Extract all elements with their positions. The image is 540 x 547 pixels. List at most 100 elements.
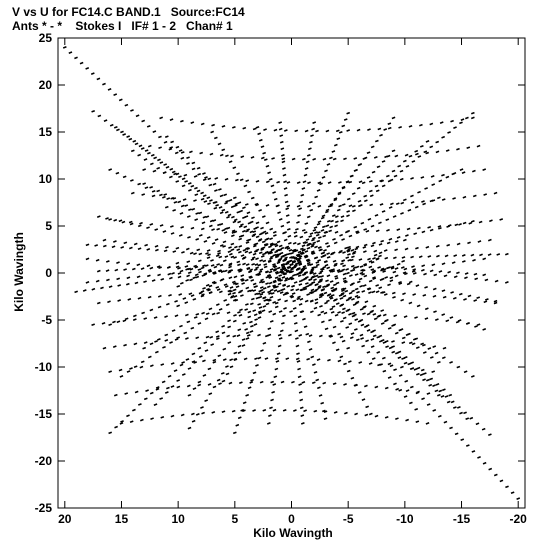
uv-point xyxy=(90,72,95,75)
uv-point xyxy=(249,320,253,324)
x-tick-label: -15 xyxy=(453,512,471,526)
uv-point xyxy=(270,184,275,188)
uv-point xyxy=(136,275,141,279)
uv-point xyxy=(394,154,399,158)
uv-point xyxy=(212,271,217,274)
uv-point xyxy=(374,213,379,217)
uv-point xyxy=(274,367,279,371)
uv-point xyxy=(303,254,308,258)
uv-point xyxy=(392,256,397,260)
uv-point xyxy=(265,270,270,274)
uv-point xyxy=(294,129,299,133)
uv-point xyxy=(363,274,368,278)
uv-point xyxy=(265,204,270,207)
uv-point xyxy=(239,268,243,272)
uv-point xyxy=(293,321,298,325)
uv-point xyxy=(283,231,287,234)
uv-point xyxy=(198,234,203,237)
uv-point xyxy=(123,241,128,245)
uv-point xyxy=(311,275,316,278)
uv-point xyxy=(169,118,174,121)
uv-point xyxy=(234,202,239,206)
uv-point xyxy=(311,238,315,242)
uv-point xyxy=(233,245,238,249)
uv-point xyxy=(296,267,301,270)
uv-point xyxy=(195,336,200,340)
uv-point xyxy=(113,125,118,129)
uv-point xyxy=(85,67,90,70)
uv-point xyxy=(309,310,314,314)
uv-point xyxy=(249,276,253,279)
uv-point xyxy=(300,278,305,282)
uv-point xyxy=(326,255,331,259)
uv-point xyxy=(231,229,236,233)
uv-point xyxy=(272,263,276,266)
uv-point xyxy=(230,242,235,246)
uv-point xyxy=(178,293,183,296)
uv-point xyxy=(261,309,266,313)
y-tick-label: -10 xyxy=(35,360,53,374)
uv-point xyxy=(352,209,356,213)
y-tick-label: 25 xyxy=(39,31,53,45)
uv-point xyxy=(320,268,325,271)
uv-point xyxy=(307,340,311,344)
uv-point xyxy=(370,345,375,348)
uv-point xyxy=(351,311,356,315)
uv-point xyxy=(435,244,440,248)
uv-point xyxy=(180,119,184,123)
uv-point xyxy=(277,333,282,337)
uv-point xyxy=(369,203,374,207)
uv-point xyxy=(124,317,129,321)
uv-point xyxy=(176,336,181,340)
uv-point xyxy=(269,255,274,259)
uv-point xyxy=(239,178,244,182)
uv-point xyxy=(264,232,269,235)
uv-point xyxy=(151,194,156,198)
uv-point xyxy=(261,215,266,218)
uv-point xyxy=(287,241,292,245)
uv-point xyxy=(227,319,231,323)
uv-point xyxy=(213,201,218,204)
uv-point xyxy=(381,184,386,188)
uv-point xyxy=(226,311,231,315)
uv-point xyxy=(305,285,310,288)
uv-point xyxy=(237,220,241,224)
uv-point xyxy=(293,256,298,260)
uv-point xyxy=(82,289,87,292)
uv-point xyxy=(312,363,316,366)
uv-point xyxy=(446,400,451,404)
uv-point xyxy=(314,245,318,249)
uv-point xyxy=(232,288,237,292)
uv-point xyxy=(454,223,459,227)
uv-point xyxy=(435,140,440,144)
uv-point xyxy=(224,255,229,258)
uv-point xyxy=(242,229,246,233)
uv-point xyxy=(314,195,319,199)
uv-point xyxy=(220,270,225,273)
uv-point xyxy=(301,244,306,248)
uv-point xyxy=(259,259,263,262)
uv-point xyxy=(316,222,321,226)
uv-point xyxy=(142,182,147,186)
uv-point xyxy=(304,222,309,225)
uv-point xyxy=(279,140,284,144)
uv-point xyxy=(190,294,195,298)
uv-point xyxy=(387,362,392,366)
uv-point xyxy=(297,367,301,371)
uv-point xyxy=(252,282,257,286)
uv-point xyxy=(280,224,285,228)
uv-point xyxy=(383,249,388,252)
uv-point xyxy=(309,270,314,274)
uv-point xyxy=(107,300,111,304)
uv-point xyxy=(425,378,430,382)
uv-point xyxy=(197,383,202,387)
uv-point xyxy=(132,408,136,412)
uv-point xyxy=(415,152,419,156)
uv-point xyxy=(62,46,67,49)
uv-point xyxy=(319,304,323,308)
uv-point xyxy=(205,251,209,255)
uv-point xyxy=(302,241,307,244)
uv-point xyxy=(310,267,315,271)
uv-point xyxy=(235,178,239,182)
uv-point xyxy=(240,294,244,297)
